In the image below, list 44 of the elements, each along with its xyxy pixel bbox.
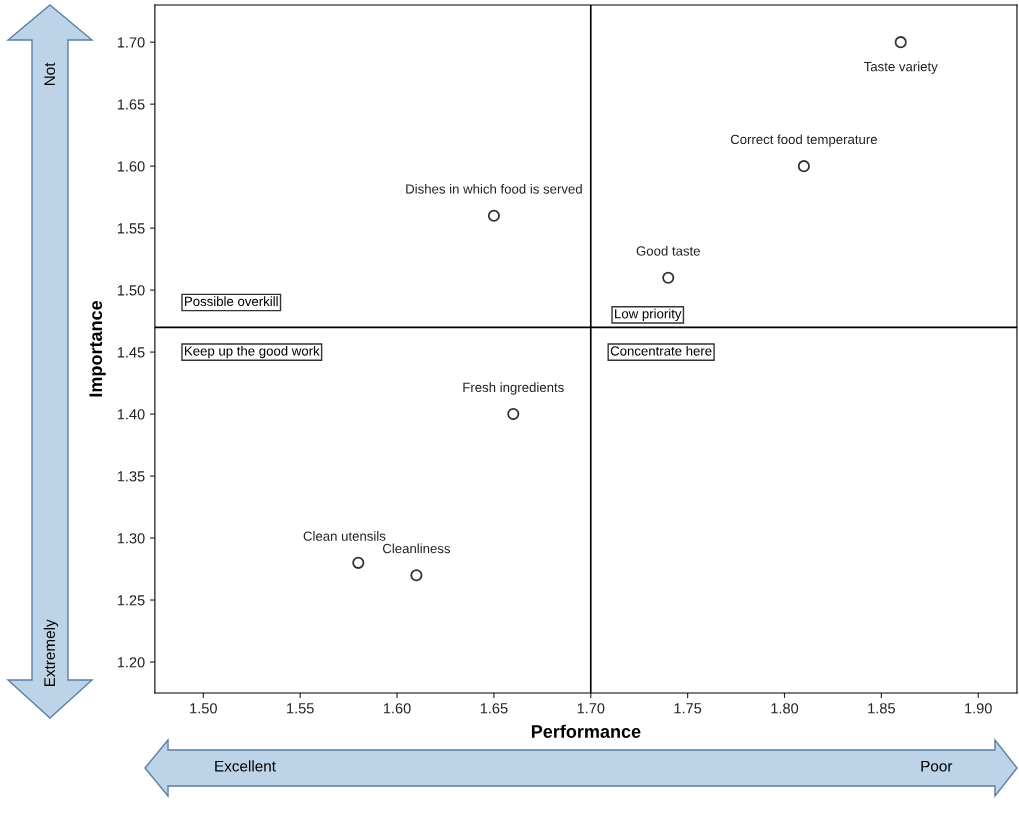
x-tick-label: 1.90 bbox=[965, 703, 992, 714]
series-label: Dishes in which food is served bbox=[406, 183, 582, 194]
series-label: Clean utensils bbox=[303, 531, 386, 541]
point bbox=[487, 209, 500, 222]
y-tick-label: 1.50 bbox=[117, 285, 145, 296]
y-tick-label: 1.60 bbox=[117, 161, 145, 172]
y-tick-label: 1.20 bbox=[117, 657, 145, 668]
x-tick-label: 1.65 bbox=[480, 703, 508, 714]
y-tick-label: 1.35 bbox=[117, 471, 145, 482]
y-tick-label: 1.40 bbox=[117, 409, 145, 420]
annotation: Possible overkill bbox=[185, 296, 278, 307]
point bbox=[507, 408, 520, 421]
x-axis-title: Performance bbox=[531, 724, 641, 738]
point bbox=[352, 556, 365, 569]
x-tick-label: 1.70 bbox=[577, 703, 605, 714]
text: Excellent bbox=[215, 760, 276, 772]
x-tick-label: 1.85 bbox=[868, 703, 895, 714]
annotation: Low priority bbox=[615, 308, 682, 322]
y-tick-label: 1.70 bbox=[117, 37, 145, 48]
point bbox=[797, 160, 810, 173]
y-tick-label: 1.25 bbox=[117, 595, 145, 606]
point bbox=[894, 36, 907, 49]
y-tick-label: 1.65 bbox=[117, 99, 145, 110]
series-label: Cleanliness bbox=[382, 543, 451, 554]
point bbox=[410, 569, 423, 582]
x-tick-label: 1.55 bbox=[287, 703, 314, 714]
x-tick-label: 1.80 bbox=[771, 703, 799, 714]
y-tick-label: 1.55 bbox=[117, 223, 145, 234]
text: Poor bbox=[921, 760, 953, 772]
point bbox=[662, 271, 675, 284]
series-label: Good taste bbox=[636, 245, 700, 256]
x-tick-label: 1.50 bbox=[190, 703, 217, 714]
annotation: Keep up the good work bbox=[185, 345, 320, 359]
y-tick-label: 1.30 bbox=[117, 533, 145, 544]
y-axis-title: Importance bbox=[89, 300, 106, 397]
series-label: Correct food temperature bbox=[730, 134, 877, 147]
text: Not bbox=[44, 62, 56, 86]
annotation: Concentrate here bbox=[610, 345, 712, 356]
series-label: Taste variety bbox=[864, 61, 938, 74]
x-tick-label: 1.60 bbox=[383, 703, 411, 714]
series-label: Fresh ingredients bbox=[463, 382, 564, 395]
text: Extremely bbox=[43, 619, 59, 687]
x-tick-label: 1.75 bbox=[674, 703, 702, 714]
y-tick-label: 1.45 bbox=[117, 347, 145, 358]
